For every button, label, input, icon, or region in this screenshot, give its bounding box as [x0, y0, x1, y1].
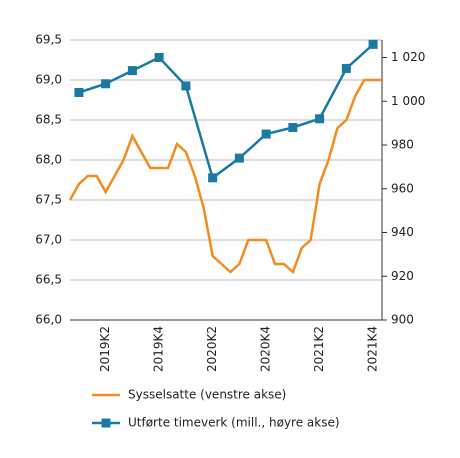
marker	[208, 173, 218, 183]
marker	[234, 153, 244, 163]
x-tick-label: 2020K4	[259, 326, 273, 372]
x-tick-label: 2020K2	[205, 326, 219, 372]
marker	[261, 129, 271, 139]
y2-tick-label: 960	[391, 181, 414, 195]
legend-label: Sysselsatte (venstre akse)	[128, 388, 286, 402]
x-tick-label: 2021K2	[312, 326, 326, 372]
y2-tick-label: 940	[391, 225, 414, 239]
y-tick-label: 69,0	[35, 73, 62, 87]
y2-tick-label: 1 000	[391, 94, 425, 108]
line	[68, 78, 382, 275]
y2-tick-label: 1 020	[391, 50, 425, 64]
marker	[74, 88, 84, 97]
marker	[368, 39, 378, 49]
marker	[288, 123, 298, 132]
y-tick-label: 66,0	[35, 313, 62, 327]
y2-tick-label: 900	[391, 313, 414, 327]
y2-tick-label: 980	[391, 138, 414, 152]
marker	[101, 79, 111, 89]
legend-label: Utførte timeverk (mill., høyre akse)	[128, 416, 340, 430]
y-tick-label: 66,5	[35, 273, 62, 287]
y-tick-label: 69,5	[35, 33, 62, 47]
x-tick-label: 2019K4	[152, 326, 166, 372]
marker	[127, 66, 137, 76]
marker	[154, 53, 164, 62]
marker	[341, 63, 351, 73]
marker	[181, 81, 191, 91]
x-tick-label: 2019K2	[98, 326, 112, 372]
legend-marker	[101, 418, 111, 428]
y-tick-label: 67,5	[35, 193, 62, 207]
y-tick-label: 67,0	[35, 233, 62, 247]
x-tick-label: 2021K4	[366, 326, 380, 372]
marker	[315, 114, 325, 124]
y-tick-label: 68,5	[35, 113, 62, 127]
y-tick-label: 68,0	[35, 153, 62, 167]
y2-tick-label: 920	[391, 269, 414, 283]
